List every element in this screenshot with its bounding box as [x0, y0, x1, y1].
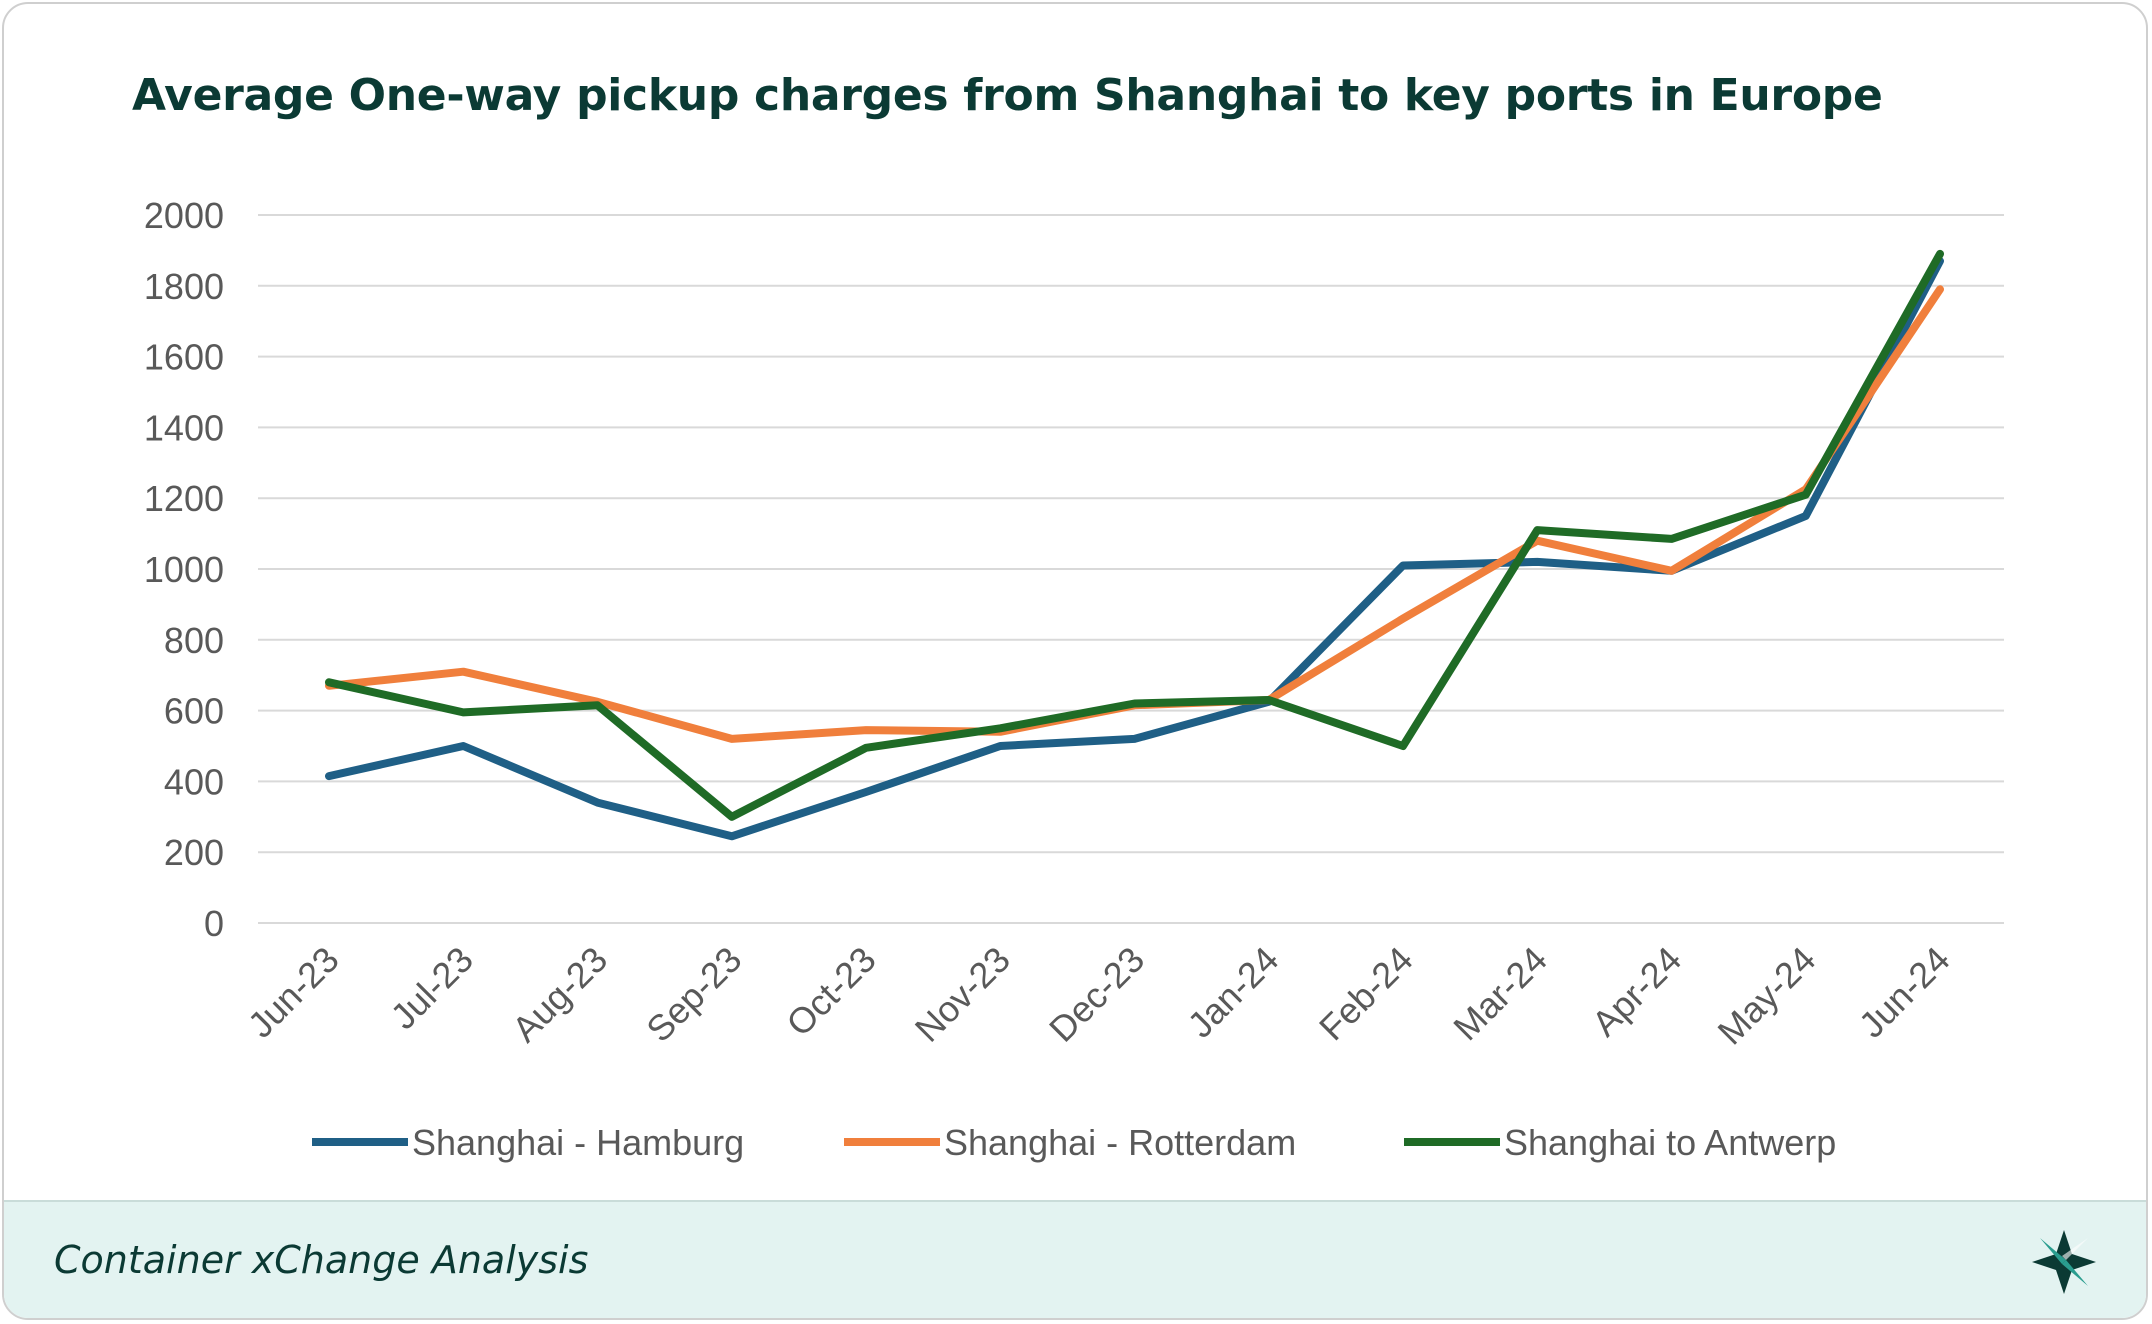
data-point	[730, 815, 733, 818]
y-tick-label: 800	[164, 620, 224, 661]
x-axis-tick-labels: Jun-23 Jul-23 Aug-23 Sep-23 Oct-23 Nov-23 Dec-…	[240, 939, 1958, 1053]
x-tick-label: Oct-23	[778, 939, 883, 1044]
legend-item-1: Shanghai - Hamburg	[312, 1122, 744, 1163]
y-tick-label: 200	[164, 832, 224, 873]
y-axis-tick-labels: 0 200 400 600 800 1000 1200 1400 1600 1800 2000	[144, 195, 224, 944]
data-point	[1670, 569, 1673, 572]
legend-label: Shanghai - Hamburg	[412, 1122, 744, 1163]
y-tick-label: 1400	[144, 407, 224, 448]
data-point	[462, 745, 465, 747]
y-tick-label: 1600	[144, 337, 224, 378]
y-tick-label: 1200	[144, 478, 224, 519]
series-line-1	[325, 257, 1944, 841]
x-tick-label: Jun-24	[1851, 939, 1958, 1046]
data-point	[462, 670, 465, 673]
x-tick-label: Jun-23	[240, 939, 347, 1046]
data-point	[1804, 514, 1807, 517]
data-point	[1670, 537, 1673, 540]
y-tick-label: 2000	[144, 195, 224, 236]
series-lines	[325, 249, 1944, 841]
y-tick-label: 0	[204, 903, 224, 944]
data-point	[1402, 617, 1404, 620]
data-point	[1804, 493, 1807, 496]
x-tick-label: Aug-23	[504, 939, 615, 1050]
chart-title: Average One-way pickup charges from Shan…	[132, 70, 1883, 121]
data-point	[1939, 288, 1941, 291]
y-tick-label: 1800	[144, 266, 224, 307]
data-point	[1402, 564, 1404, 567]
data-point	[1536, 560, 1539, 563]
data-point	[865, 746, 867, 749]
y-tick-label: 600	[164, 691, 224, 732]
data-point	[730, 835, 733, 838]
legend: Shanghai - Hamburg Shanghai - Rotterdam Sh…	[312, 1122, 1836, 1163]
data-point	[462, 711, 465, 714]
data-point	[999, 745, 1002, 747]
data-point	[1536, 529, 1539, 532]
legend-label: Shanghai to Antwerp	[1504, 1122, 1836, 1163]
x-tick-label: Nov-23	[907, 939, 1018, 1050]
x-tick-label: May-24	[1710, 939, 1824, 1053]
gridlines	[258, 214, 2004, 924]
data-point	[1402, 745, 1404, 747]
x-tick-label: Feb-24	[1311, 939, 1421, 1049]
x-tick-label: Jan-24	[1180, 939, 1287, 1046]
data-point	[865, 791, 867, 794]
data-point	[596, 704, 599, 707]
data-point	[328, 681, 330, 684]
legend-item-2: Shanghai - Rotterdam	[844, 1122, 1296, 1163]
data-point	[999, 727, 1002, 730]
series-line-3	[325, 249, 1944, 821]
data-point	[596, 801, 599, 804]
data-point	[1133, 737, 1136, 740]
data-point	[1939, 252, 1941, 255]
xchange-logo-icon	[2032, 1230, 2096, 1294]
y-tick-label: 1000	[144, 549, 224, 590]
legend-label: Shanghai - Rotterdam	[944, 1122, 1296, 1163]
x-tick-label: Apr-24	[1584, 939, 1689, 1044]
legend-item-3: Shanghai to Antwerp	[1404, 1122, 1836, 1163]
data-point	[865, 729, 867, 732]
x-tick-label: Dec-23	[1041, 939, 1152, 1050]
data-point	[1133, 702, 1136, 705]
x-tick-label: Mar-24	[1445, 939, 1555, 1049]
x-tick-label: Jul-23	[383, 939, 481, 1037]
line-chart: 0 200 400 600 800 1000 1200 1400 1600 1800 2000 Ju…	[144, 195, 2004, 1163]
data-point	[730, 737, 733, 740]
footer: Container xChange Analysis	[4, 1200, 2146, 1318]
data-point	[1267, 698, 1270, 701]
data-point	[1536, 539, 1539, 542]
y-tick-label: 400	[164, 761, 224, 802]
footer-text: Container xChange Analysis	[54, 1238, 589, 1282]
x-tick-label: Sep-23	[638, 939, 749, 1050]
data-point	[328, 775, 330, 778]
